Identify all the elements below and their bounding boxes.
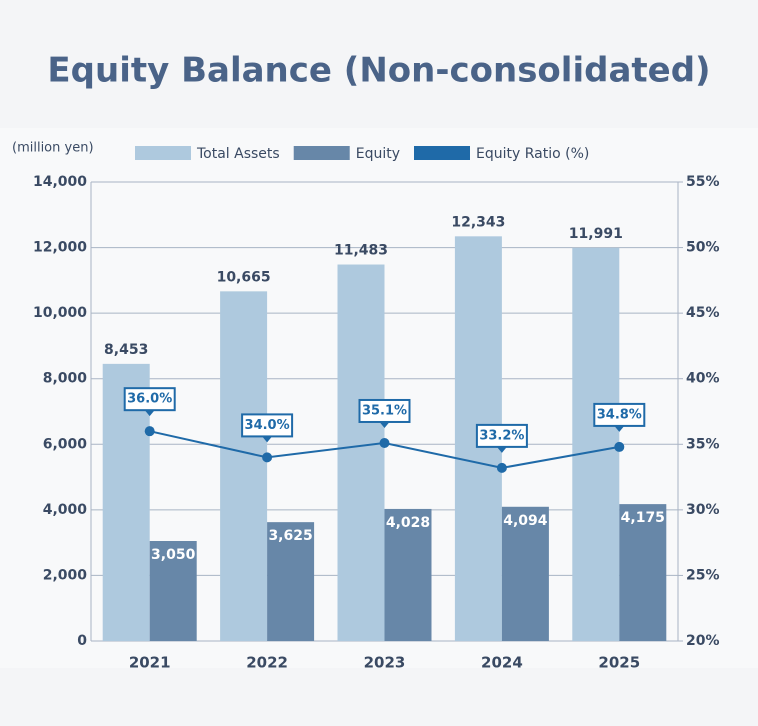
x-tick-label: 2025 [598, 654, 640, 672]
x-tick-label: 2024 [481, 654, 523, 672]
legend-swatch [293, 146, 350, 160]
bar [501, 506, 549, 641]
data-label: 11,991 [569, 226, 623, 242]
data-label: 11,483 [334, 243, 388, 259]
data-label: 8,453 [104, 342, 148, 358]
line-marker [144, 426, 155, 437]
y-tick-label: 12,000 [33, 240, 87, 256]
bar [267, 522, 315, 641]
y-tick-label: 14,000 [33, 174, 87, 190]
bar [149, 541, 197, 641]
x-tick-label: 2022 [246, 654, 288, 672]
legend-swatch [414, 146, 470, 160]
bar [337, 264, 385, 641]
label-pointer [379, 421, 390, 428]
x-tick-label: 2021 [129, 654, 171, 672]
label-pointer [496, 446, 507, 453]
data-label: 3,050 [151, 547, 196, 563]
data-label: 4,028 [386, 515, 430, 531]
legend-label: Equity Ratio (%) [476, 146, 589, 162]
label-pointer [144, 410, 155, 417]
y2-tick-label: 25% [686, 567, 720, 583]
data-label: 34.0% [245, 418, 290, 433]
legend-label: Total Assets [196, 146, 280, 162]
data-label: 34.8% [597, 407, 642, 422]
line-marker [496, 462, 507, 473]
y-tick-label: 8,000 [43, 371, 88, 387]
y-tick-label: 6,000 [43, 436, 88, 452]
y2-tick-label: 20% [686, 633, 720, 649]
line-marker [379, 437, 390, 448]
y2-tick-label: 45% [686, 305, 720, 321]
y2-tick-label: 55% [686, 174, 720, 190]
data-label: 10,665 [217, 269, 271, 285]
data-label: 36.0% [127, 392, 172, 407]
bar [572, 247, 620, 641]
data-label: 3,625 [268, 528, 312, 544]
label-pointer [262, 436, 273, 443]
y-tick-label: 4,000 [43, 502, 88, 518]
bar [220, 291, 268, 641]
line-marker [614, 441, 625, 452]
x-tick-label: 2023 [364, 654, 406, 672]
legend-label: Equity [356, 146, 400, 162]
y-tick-label: 0 [77, 633, 87, 649]
line-marker [262, 452, 273, 463]
legend-swatch [135, 146, 191, 160]
data-label: 12,343 [451, 214, 505, 230]
y2-tick-label: 40% [686, 371, 720, 387]
bar [384, 508, 432, 641]
data-label: 4,175 [621, 510, 665, 526]
data-label: 35.1% [362, 403, 407, 418]
y2-tick-label: 30% [686, 502, 720, 518]
data-label: 4,094 [503, 513, 548, 529]
y2-tick-label: 35% [686, 436, 720, 452]
y2-tick-label: 50% [686, 240, 720, 256]
label-pointer [614, 425, 625, 432]
chart-title: Equity Balance (Non-consolidated) [47, 51, 710, 91]
y-tick-label: 10,000 [33, 305, 87, 321]
data-label: 33.2% [479, 428, 524, 443]
y-tick-label: 2,000 [43, 567, 88, 583]
bar [619, 504, 667, 641]
y-axis-label: (million yen) [12, 141, 94, 156]
